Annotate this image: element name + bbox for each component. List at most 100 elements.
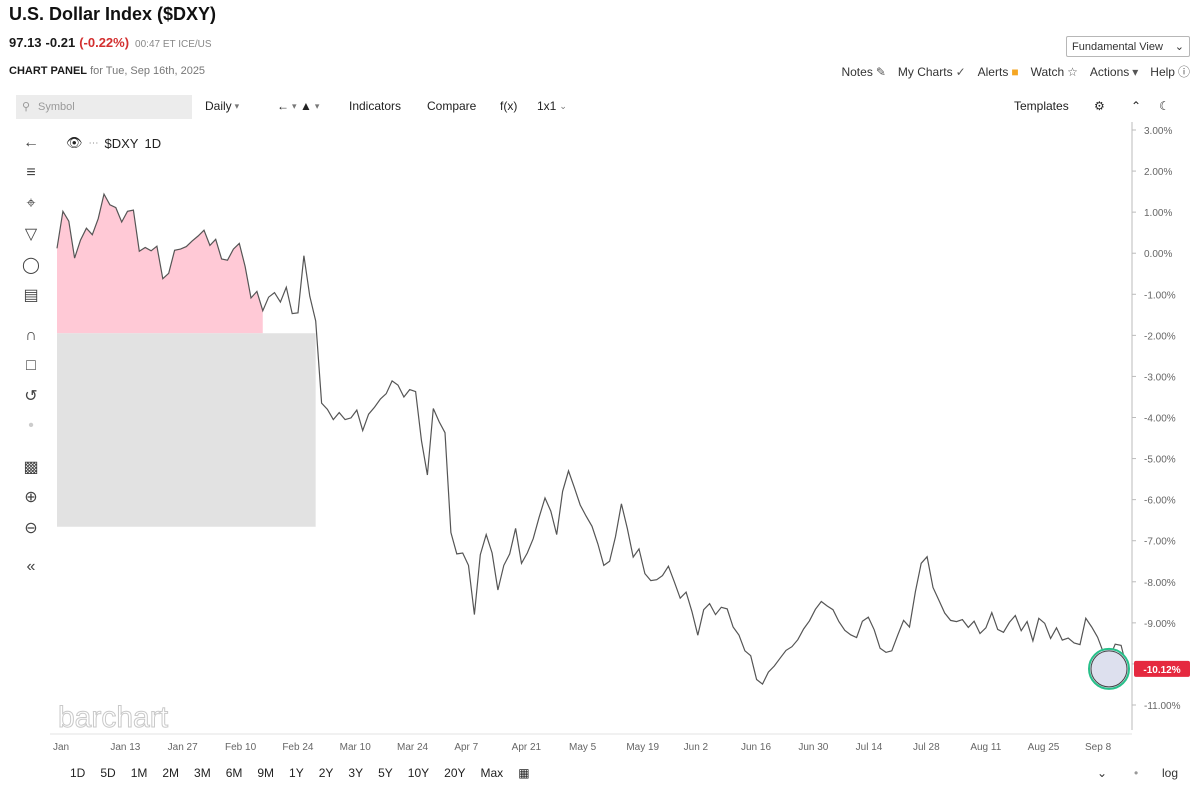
y-tick-label: 3.00% [1144,126,1172,137]
templates-label: Templates [1014,99,1069,113]
arrow-cursor-tool[interactable]: ← [17,132,45,154]
reset-tool[interactable]: ↺ [17,385,45,407]
layout-label: 1x1 [537,99,557,113]
fibonacci-tool[interactable]: ◯ [17,254,45,276]
panel-title: CHART PANEL [9,65,88,77]
panel-date: for Tue, Sep 16th, 2025 [90,65,206,77]
chart-type-select[interactable]: ▲ ▾ [300,99,319,113]
lock-tool[interactable]: □ [17,355,45,377]
range-selector: 1D 5D 1M 2M 3M 6M 9M 1Y 2Y 3Y 5Y 10Y 20Y Max ▦ [70,766,545,780]
interval-select[interactable]: Daily ▾ [205,99,239,113]
x-tick-label: Jan 13 [110,742,140,753]
settings-button[interactable]: ⚙ [1094,99,1105,113]
legend-settings-icon[interactable]: ⋯ [88,137,99,149]
visibility-tool[interactable]: • [17,415,45,437]
quote-meta: 00:47 ET ICE/US [135,39,212,50]
range-button-2y[interactable]: 2Y [318,766,334,780]
range-button-1d[interactable]: 1D [70,766,86,780]
y-tick-label: -8.00% [1144,578,1176,589]
compare-button[interactable]: Compare [427,99,476,113]
eye-icon: • [28,417,34,434]
log-label: log [1162,766,1179,780]
actions-link[interactable]: Actions ▾ [1090,65,1138,79]
crosshair-tool[interactable]: ⌖ [17,193,45,215]
x-tick-label: Apr 21 [512,742,542,753]
moon-icon: ☾ [1159,99,1170,113]
range-button-20y[interactable]: 20Y [444,766,466,780]
dark-mode-button[interactable]: ☾ [1159,99,1170,113]
symbol-input[interactable] [16,95,192,119]
cursor-tool-select[interactable]: ← ▾ [277,99,297,113]
bell-icon: ■ [1011,64,1019,79]
current-point-ring [1090,650,1128,688]
magnet-tool[interactable]: ∩ [17,325,45,347]
range-button-5y[interactable]: 5Y [378,766,393,780]
range-button-6m[interactable]: 6M [225,766,243,780]
page-title: U.S. Dollar Index ($DXY) [9,4,217,24]
range-button-3y[interactable]: 3Y [348,766,364,780]
collapse-bottom-button[interactable]: ⌄ [1097,766,1107,780]
range-button-max[interactable]: Max [480,766,504,780]
chart-legend: 👁 ⋯ $DXY 1D [66,135,161,151]
y-tick-label: 1.00% [1144,208,1172,219]
log-scale-toggle[interactable]: log [1162,766,1178,780]
y-tick-label: -2.00% [1144,331,1176,342]
zoom-out-icon: ⊖ [24,520,38,537]
x-tick-label: Mar 10 [340,742,372,753]
fundamental-view-label: Fundamental View [1072,40,1163,53]
eye-icon[interactable]: 👁 [66,135,83,150]
arrow-left-icon: ← [23,134,39,151]
cursor-icon: ← [277,99,289,113]
mountain-chart-icon: ▲ [300,99,312,113]
alerts-label: Alerts [977,64,1009,79]
trend-lines-tool[interactable]: ≡ [17,162,45,184]
range-button-10y[interactable]: 10Y [407,766,430,780]
area-fill-below [57,333,316,527]
watch-link[interactable]: Watch ☆ [1031,65,1078,79]
alerts-link[interactable]: Alerts ■ [978,65,1019,79]
x-tick-label: Jan [53,742,69,753]
y-tick-label: -1.00% [1144,290,1176,301]
x-tick-label: Jan 27 [168,742,198,753]
my-charts-link[interactable]: My Charts ✓ [898,65,966,79]
notes-label: Notes [841,64,873,79]
delete-tool[interactable]: ▩ [17,456,45,478]
templates-button[interactable]: Templates [1014,99,1069,113]
calendar-icon[interactable]: ▦ [518,766,530,780]
notes-link[interactable]: Notes ✎ [841,65,885,79]
y-tick-label: -7.00% [1144,537,1176,548]
zoom-out-tool[interactable]: ⊖ [17,517,45,539]
collapse-button[interactable]: ⌃ [1131,99,1141,113]
fundamental-view-select[interactable]: Fundamental View ⌄ [1066,36,1190,57]
barchart-watermark: barchart [58,701,169,734]
zoom-in-icon: ⊕ [24,489,38,506]
caret-down-icon: ▾ [1132,64,1139,79]
help-link[interactable]: Help ⓘ [1150,63,1190,80]
range-button-9m[interactable]: 9M [257,766,275,780]
range-button-1y[interactable]: 1Y [289,766,304,780]
ruler-icon: ▤ [23,287,39,304]
x-tick-label: Sep 8 [1085,742,1112,753]
x-tick-label: Mar 24 [397,742,429,753]
collapse-tools-button[interactable]: « [17,556,45,578]
range-button-3m[interactable]: 3M [194,766,211,780]
notes-icon: ✎ [875,64,886,79]
layout-select[interactable]: 1x1 ⌄ [537,99,567,113]
percent-scale-toggle[interactable]: • [1134,766,1138,780]
y-tick-label: -5.00% [1144,455,1176,466]
zoom-in-tool[interactable]: ⊕ [17,486,45,508]
y-tick-label: -6.00% [1144,496,1176,507]
marker-tool[interactable]: ▽ [17,223,45,245]
lines-icon: ≡ [26,164,36,181]
indicators-button[interactable]: Indicators [349,99,401,113]
y-tick-label: -9.00% [1144,619,1176,630]
fx-button[interactable]: f(x) [500,99,517,113]
range-button-2m[interactable]: 2M [162,766,180,780]
range-button-1m[interactable]: 1M [130,766,148,780]
measure-tool[interactable]: ▤ [17,284,45,306]
star-icon: ☆ [1067,64,1078,79]
range-button-5d[interactable]: 5D [100,766,116,780]
chevron-down-icon: ⌄ [559,100,567,111]
y-tick-label: 0.00% [1144,249,1172,260]
